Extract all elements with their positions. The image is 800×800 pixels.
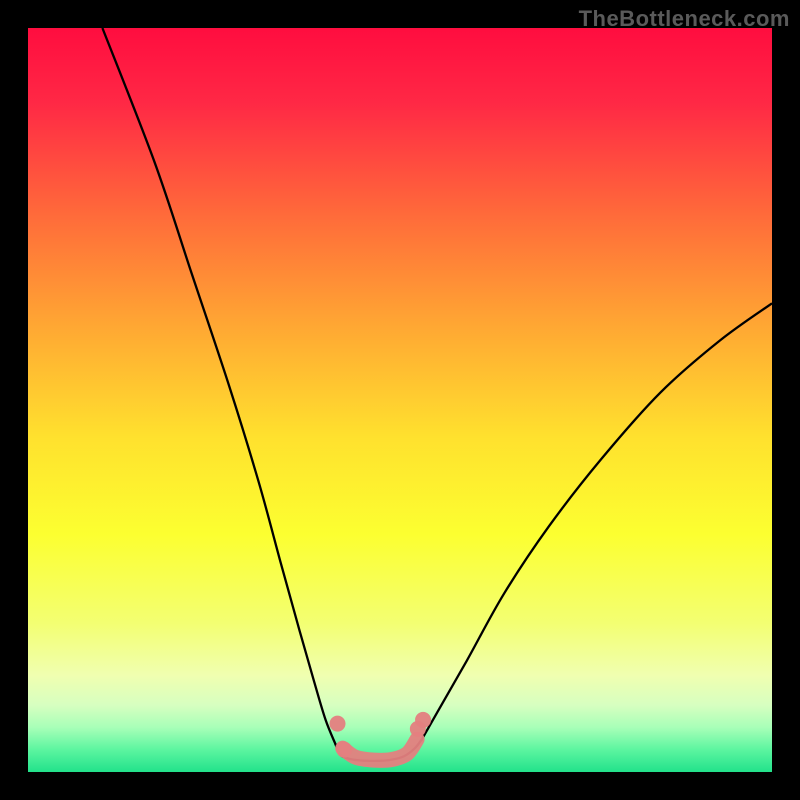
valley-dot <box>415 712 431 728</box>
watermark-text: TheBottleneck.com <box>579 6 790 32</box>
plot-area <box>28 28 772 772</box>
valley-dot <box>336 742 352 758</box>
valley-dot <box>330 716 346 732</box>
chart-svg <box>0 0 800 800</box>
bottleneck-chart: TheBottleneck.com <box>0 0 800 800</box>
